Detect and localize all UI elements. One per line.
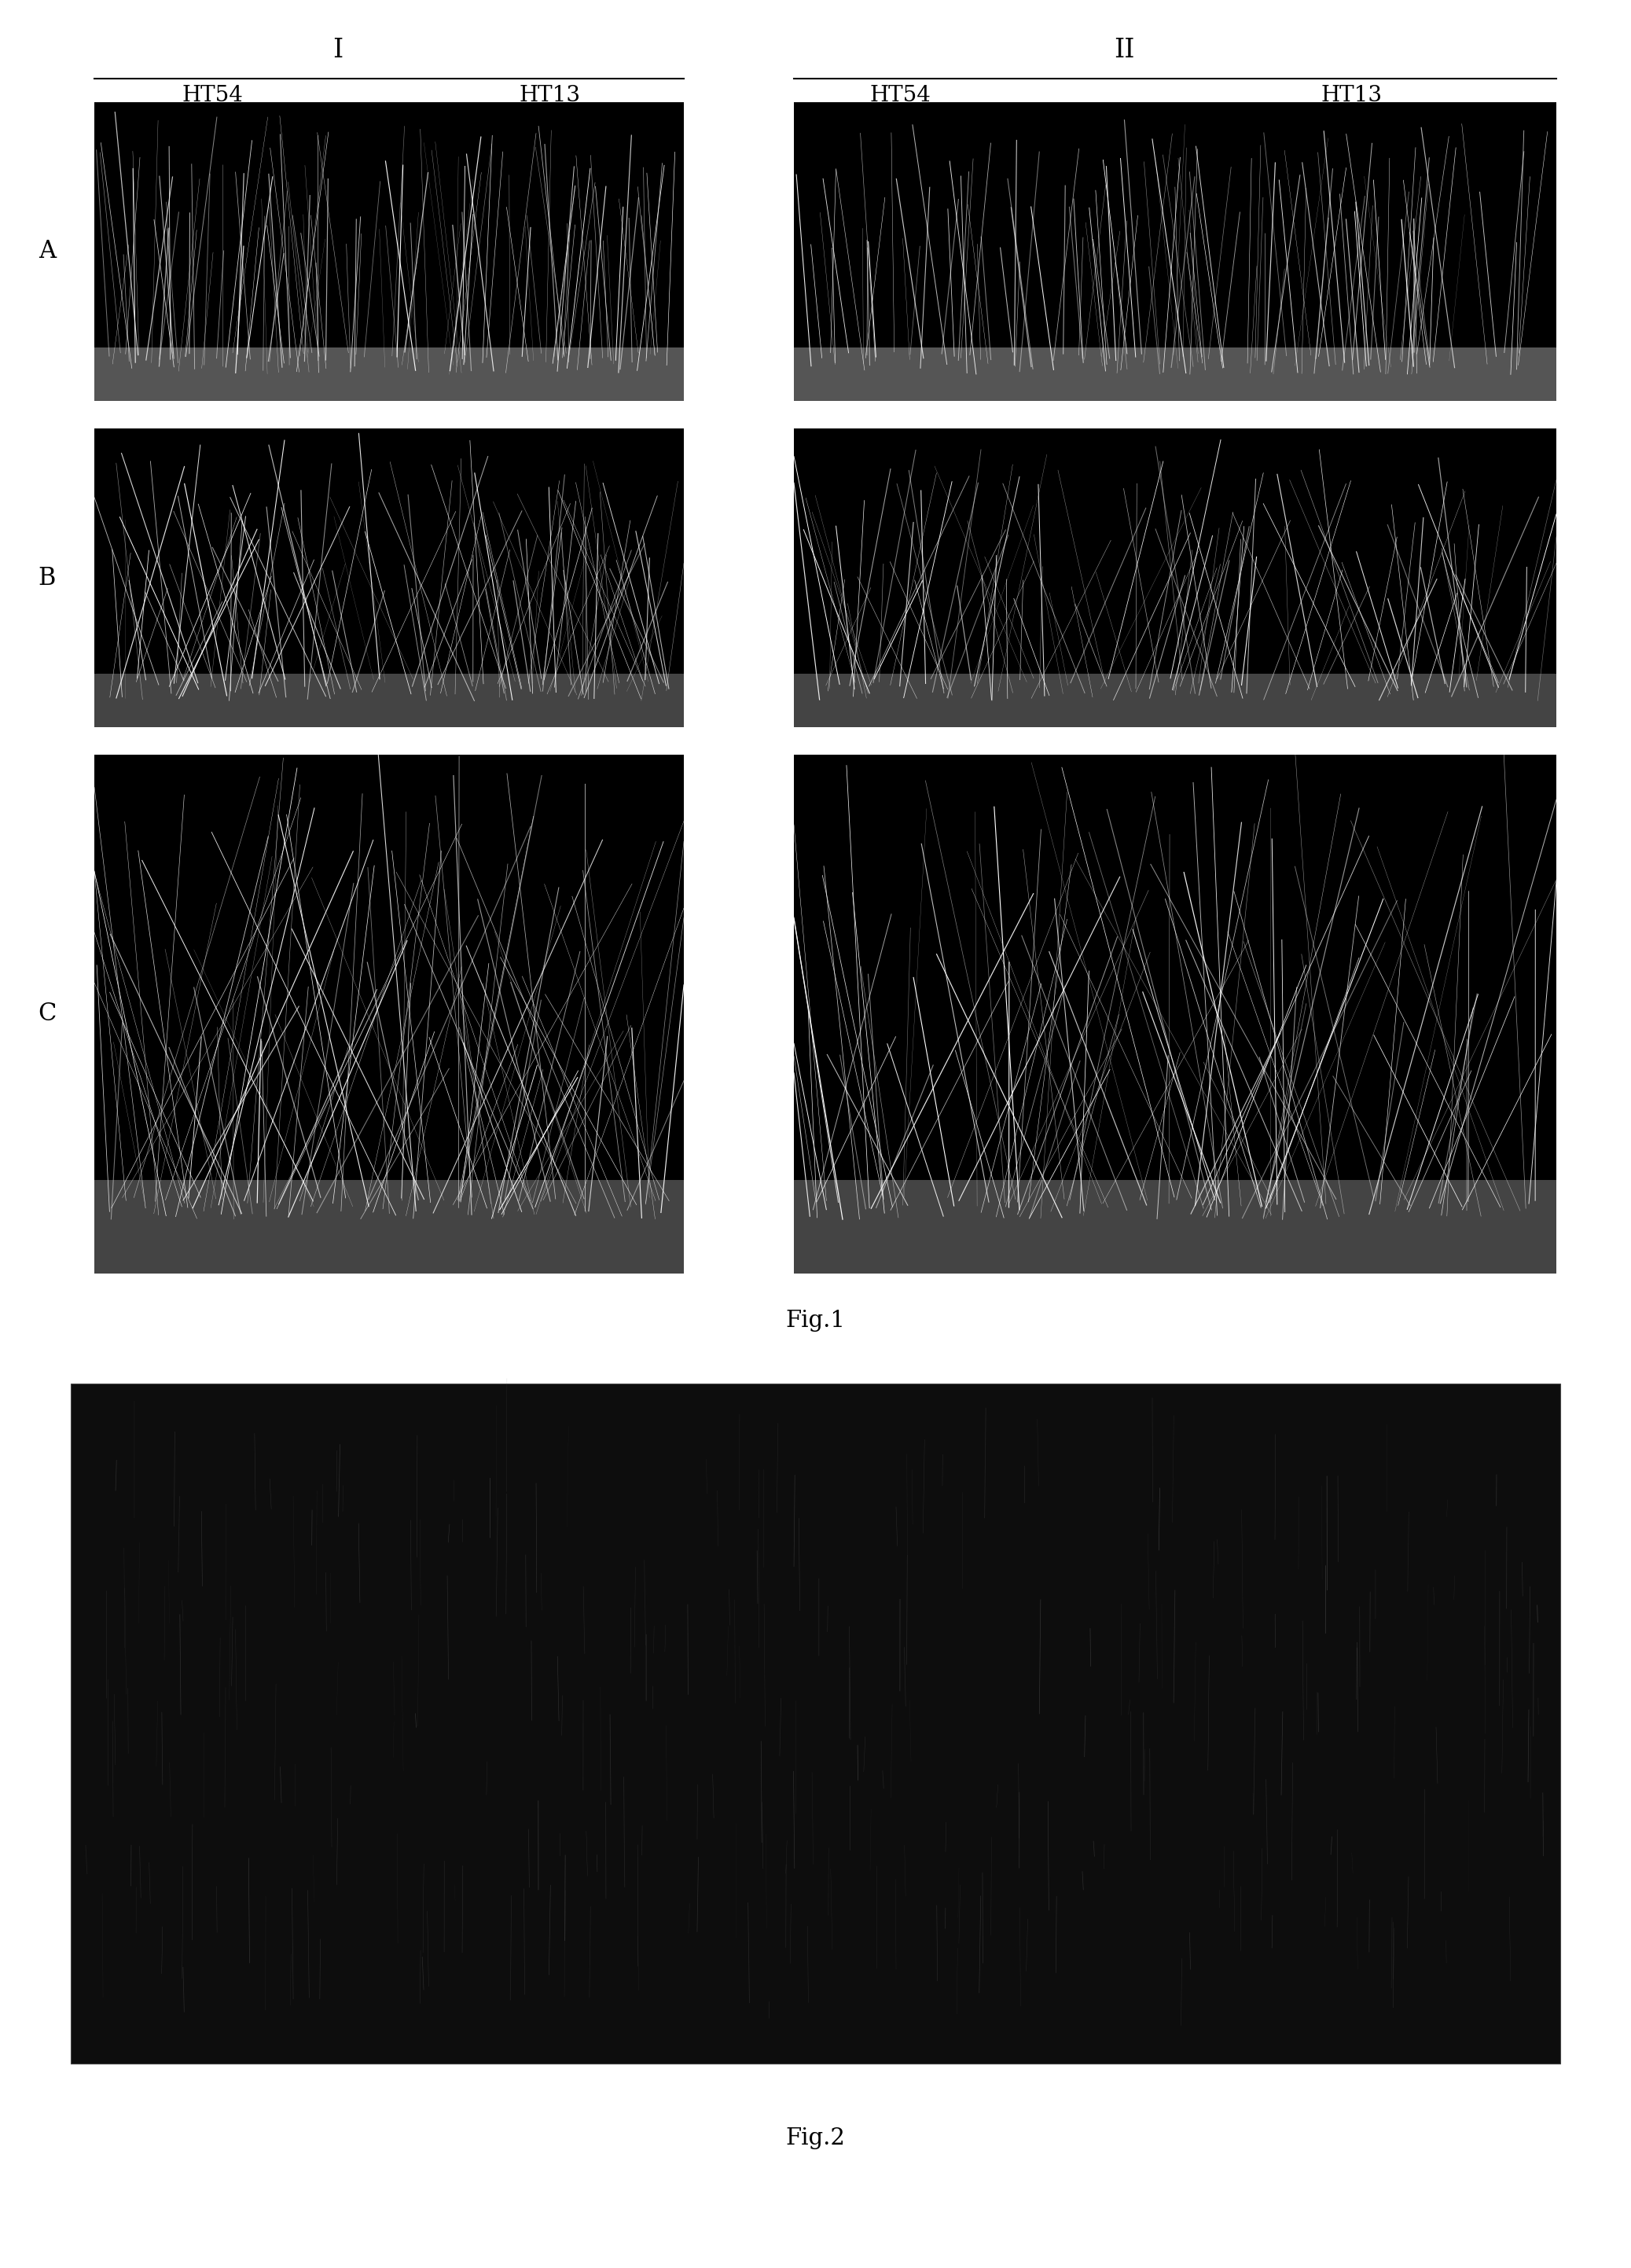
- Text: Fig.2: Fig.2: [786, 2127, 845, 2150]
- Text: B: B: [39, 565, 55, 590]
- Bar: [95, 102, 683, 401]
- Bar: [95, 674, 683, 728]
- Bar: [794, 755, 1556, 1275]
- Bar: [95, 347, 683, 401]
- Bar: [70, 1383, 1561, 2064]
- Text: HT13: HT13: [520, 84, 581, 107]
- Text: A: A: [39, 240, 55, 263]
- Text: HT13: HT13: [1321, 84, 1383, 107]
- Text: I: I: [333, 39, 343, 64]
- Bar: [95, 755, 683, 1275]
- Bar: [794, 429, 1556, 728]
- Bar: [95, 429, 683, 728]
- Text: HT54: HT54: [869, 84, 931, 107]
- Bar: [794, 1179, 1556, 1275]
- Text: HT54: HT54: [181, 84, 243, 107]
- Text: C: C: [38, 1002, 57, 1027]
- Bar: [794, 347, 1556, 401]
- Bar: [95, 1179, 683, 1275]
- Bar: [794, 102, 1556, 401]
- Text: II: II: [1114, 39, 1135, 64]
- Text: Fig.1: Fig.1: [786, 1309, 845, 1331]
- Bar: [794, 674, 1556, 728]
